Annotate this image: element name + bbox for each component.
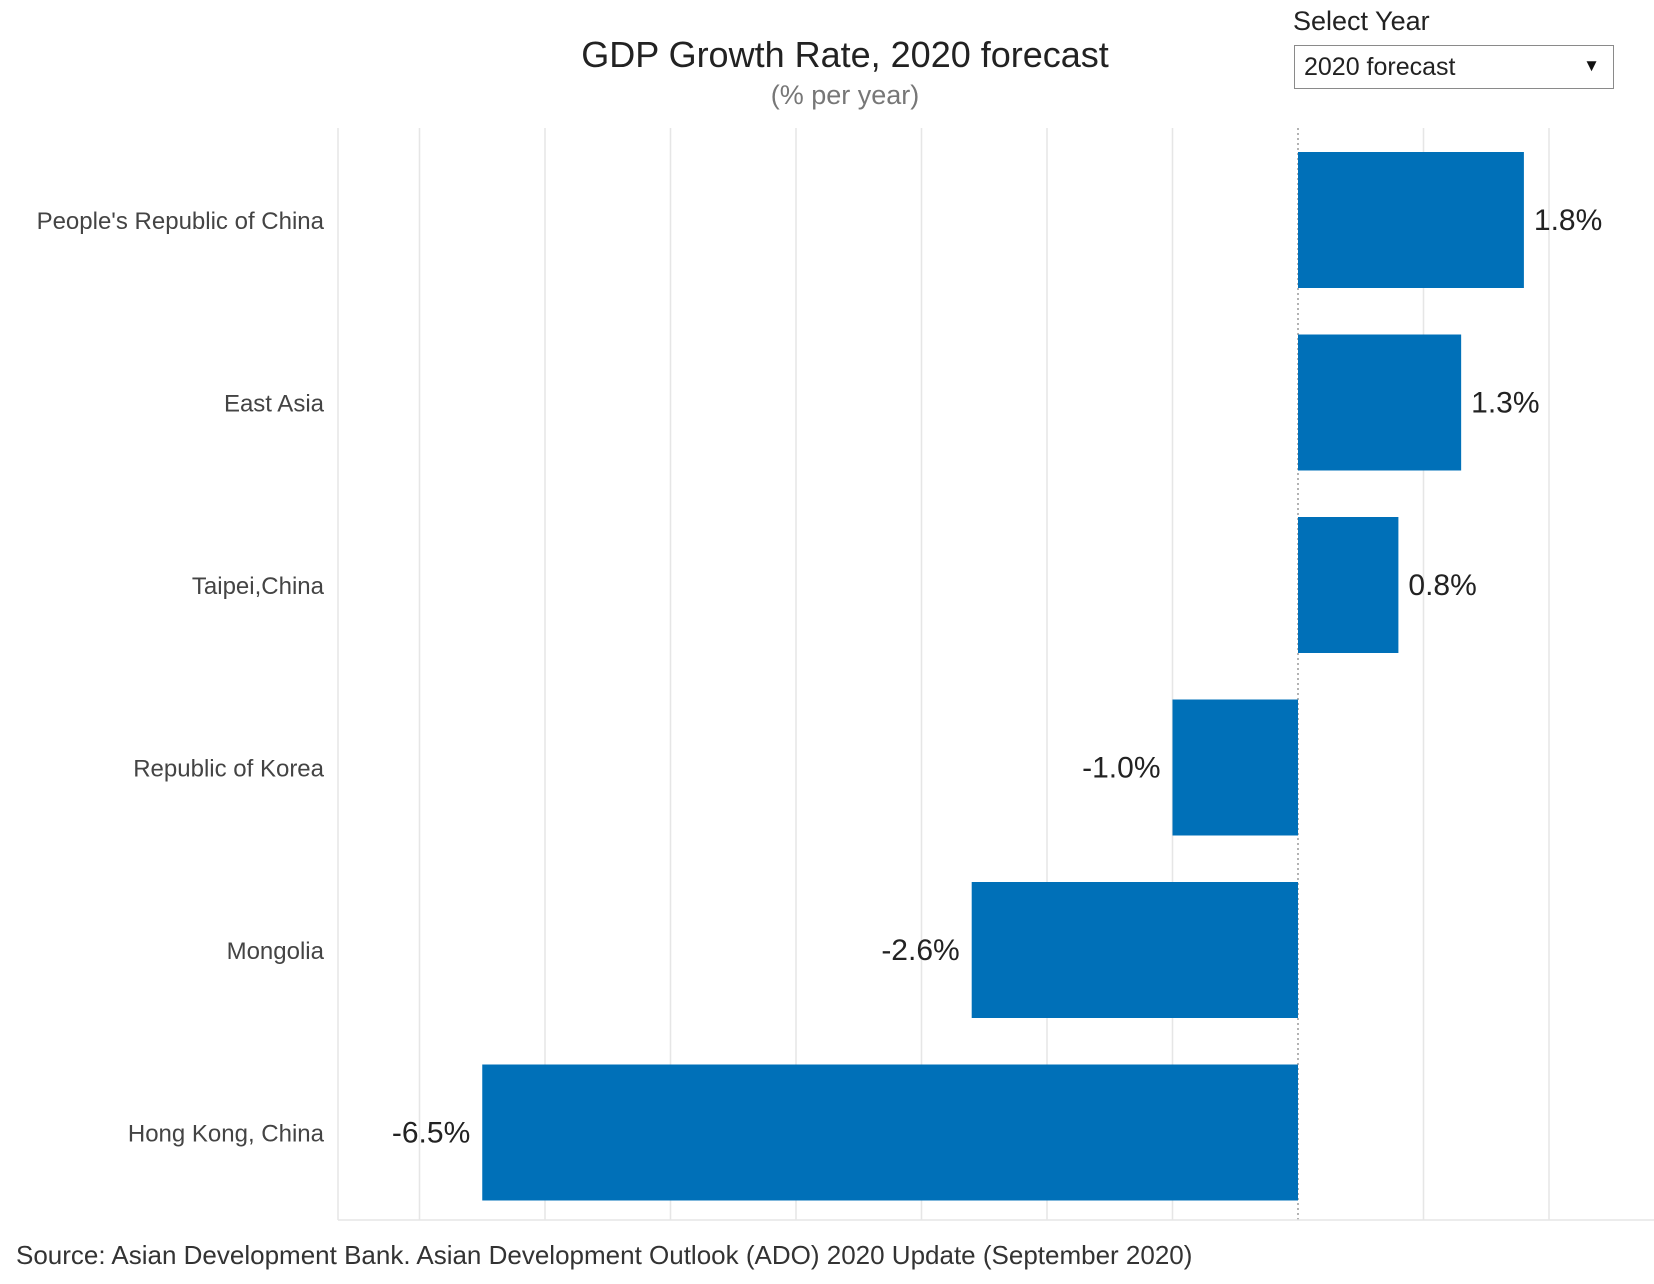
category-label: Republic of Korea [133,756,324,783]
labels-layer: People's Republic of China 1.8% East Asia 1… [37,204,1603,1150]
bar [1172,699,1298,836]
bar [971,882,1298,1018]
category-label: Mongolia [227,938,325,965]
year-dropdown[interactable]: 2020 forecast ▼ [1294,45,1614,89]
bar [1298,334,1462,471]
value-label: -1.0% [1082,752,1160,785]
chart-title: GDP Growth Rate, 2020 forecast [581,34,1109,75]
bar [1298,517,1399,653]
value-label: 1.3% [1471,387,1539,420]
value-label: 0.8% [1408,569,1476,602]
bar-chart: People's Republic of China 1.8% East Asia 1… [37,128,1654,1221]
value-label: 1.8% [1534,204,1602,237]
category-label: Hong Kong, China [128,1121,325,1148]
category-label: People's Republic of China [37,208,325,235]
category-label: Taipei,China [192,573,325,600]
chevron-down-icon: ▼ [1583,56,1600,75]
bar [1298,152,1524,288]
source-note: Source: Asian Development Bank. Asian De… [16,1240,1193,1270]
bar [482,1064,1298,1201]
bars-layer [482,152,1524,1201]
select-year-label: Select Year [1293,6,1430,36]
year-dropdown-value: 2020 forecast [1304,53,1456,81]
value-label: -2.6% [881,934,959,967]
grid-layer [337,128,1654,1221]
value-label: -6.5% [392,1117,470,1150]
category-label: East Asia [224,391,325,418]
chart-subtitle: (% per year) [770,80,920,110]
